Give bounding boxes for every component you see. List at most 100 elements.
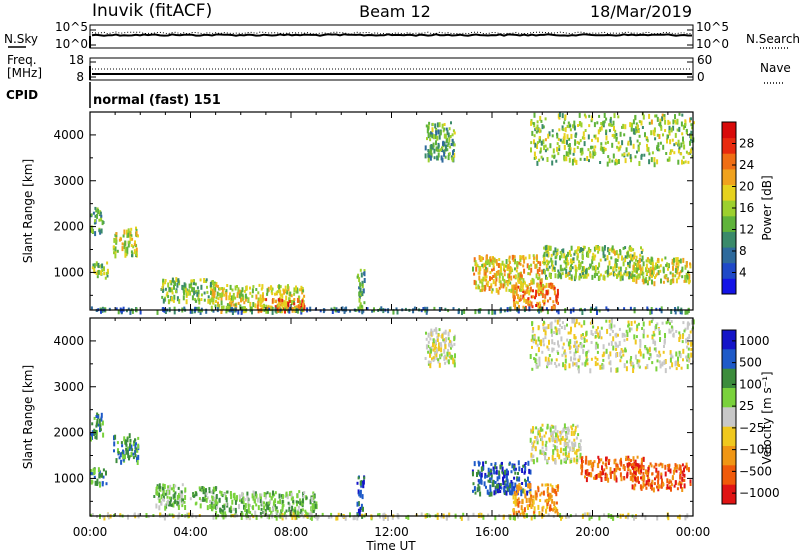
velocity-cell-179: [168, 501, 171, 507]
velocity-cell-1829: [637, 362, 640, 368]
velocity-cell-1179: [628, 458, 631, 462]
x-axis-label: Time UT: [365, 539, 416, 553]
velocity-cell-1065: [532, 426, 534, 432]
velocity-cell-1567: [688, 322, 691, 326]
power-cell-1508: [434, 123, 437, 129]
power-cell-1080: [629, 260, 631, 264]
power-cell-648: [489, 276, 491, 282]
power-cell-1637: [552, 148, 555, 154]
power-cell-2076: [670, 309, 673, 314]
velocity-cell-1524: [555, 364, 558, 368]
power-cell-2077: [395, 307, 398, 311]
power-cell-1908: [605, 117, 608, 121]
velocity-cell-1392: [440, 347, 443, 353]
velocity-cell-77: [128, 457, 130, 461]
power-cell-926: [537, 293, 540, 296]
power-cell-1375: [662, 268, 665, 274]
power-cell-338: [236, 285, 238, 288]
velocity-cell-1712: [544, 326, 547, 332]
power-cell-452: [240, 291, 243, 297]
velocity-cell-1871: [658, 360, 661, 364]
power-cell-1229: [605, 269, 608, 273]
power-cell-1904: [530, 141, 533, 145]
velocity-cell-1709: [550, 361, 553, 365]
power-cell-1279: [671, 258, 674, 262]
power-cell-918: [546, 299, 549, 303]
power-cell-2068: [322, 308, 325, 314]
velocity-cell-1382: [432, 348, 435, 352]
power-cell-2122: [237, 309, 240, 315]
velocity-cell-2004: [163, 515, 166, 521]
power-cell-2164: [581, 310, 584, 315]
power-cell-1478: [438, 122, 441, 128]
nsearch-label: N.Search: [746, 32, 800, 46]
velocity-cell-76: [128, 446, 131, 451]
xtick-label-4: 16:00: [475, 525, 510, 539]
power-cell-365: [232, 292, 235, 298]
velocity-cell-1471: [452, 358, 455, 364]
velocity-cell-1212: [613, 471, 616, 477]
power-cell-1685: [678, 126, 681, 132]
power-cell-1112: [565, 268, 568, 274]
power-cell-471: [238, 293, 241, 299]
velocity-cell-2033: [656, 515, 659, 521]
velocity-cell-716: [487, 492, 490, 496]
power-cell-863: [527, 300, 530, 306]
power-cell-1940: [607, 140, 609, 144]
velocity-cell-32: [92, 472, 94, 476]
power-cell-1960: [474, 309, 477, 315]
power-cell-788: [530, 267, 533, 273]
velocity-cell-244: [161, 497, 164, 501]
power-cell-2115: [660, 306, 663, 310]
power-cell-1914: [578, 112, 581, 118]
velocity-cell-1538: [560, 336, 563, 342]
power-cell-1518: [429, 155, 432, 161]
power-cell-1410: [648, 258, 651, 264]
velocity-cell-1052: [552, 449, 555, 455]
power-cell-141: [167, 282, 170, 288]
velocity-colorbar-swatch-1: [722, 349, 736, 370]
velocity-cell-1122: [585, 477, 588, 483]
power-cell-2054: [686, 309, 689, 315]
power-cell-1456: [443, 141, 446, 147]
velocity-cell-1499: [619, 359, 622, 363]
velocity-cell-1186: [588, 472, 591, 476]
velocity-cell-1925: [186, 512, 189, 516]
velocity-cell-600: [490, 491, 493, 497]
power-cell-759: [484, 264, 486, 268]
power-cell-1266: [636, 264, 639, 268]
power-cell-1377: [685, 264, 688, 268]
power-cell-665: [508, 257, 511, 263]
power-cell-1678: [682, 161, 685, 165]
power-cell-896: [512, 284, 515, 290]
power-cell-1506: [436, 135, 439, 141]
velocity-cell-1845: [675, 351, 678, 357]
velocity-cell-1851: [632, 368, 635, 373]
power-cell-1817: [635, 126, 638, 130]
velocity-cell-1492: [615, 348, 618, 351]
power-cell-1789: [685, 128, 688, 132]
velocity-cell-1707: [553, 331, 556, 334]
velocity-cell-1237: [686, 465, 688, 471]
velocity-cell-1245: [633, 471, 636, 475]
power-cell-440: [251, 294, 254, 298]
power-cell-1446: [446, 148, 449, 152]
power-cell-1836: [609, 118, 612, 122]
power-cell-1422: [681, 275, 684, 279]
power-cell-812: [510, 275, 513, 281]
power-cell-3: [94, 231, 97, 237]
velocity-cell-755: [499, 483, 502, 486]
velocity-cell-1077: [591, 466, 594, 472]
power-cell-525: [278, 306, 281, 312]
velocity-cell-1945: [352, 515, 355, 521]
velocity-cell-1836: [573, 334, 576, 339]
power-cell-1128: [587, 273, 590, 277]
velocity-cell-1752: [669, 322, 671, 326]
power-cell-1893: [591, 138, 593, 142]
power-cell-232: [206, 290, 209, 294]
power-cell-1235: [581, 255, 584, 260]
power-cell-968: [612, 248, 615, 254]
power-cell-1796: [684, 119, 687, 123]
power-cell-112: [127, 232, 130, 238]
power-cell-961: [597, 270, 600, 274]
